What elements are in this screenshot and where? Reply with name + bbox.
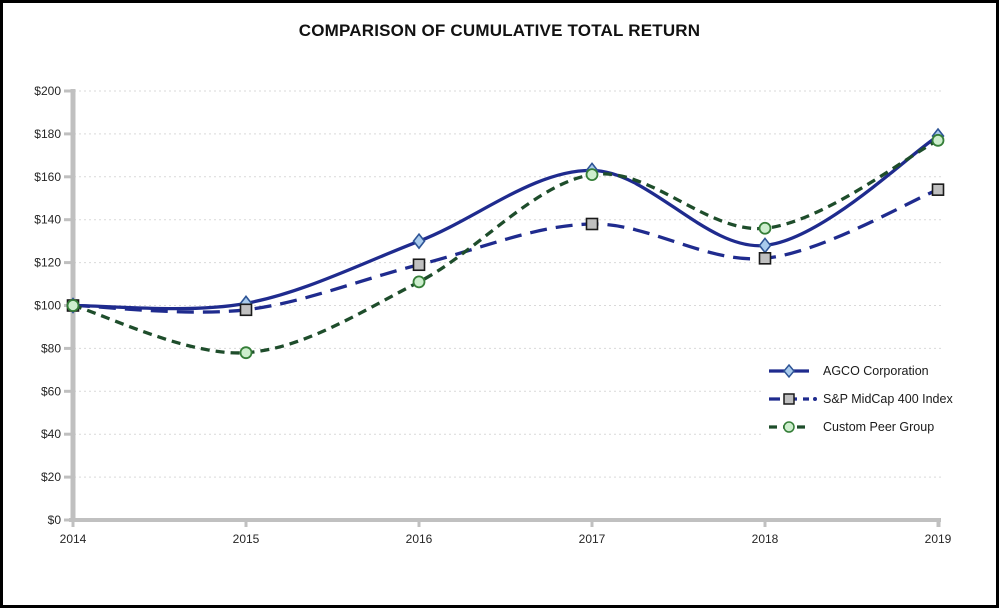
legend-label: Custom Peer Group	[823, 420, 935, 434]
data-point-circle	[931, 133, 945, 147]
data-point-square	[239, 303, 253, 317]
data-point-square	[412, 258, 426, 272]
series-line-square	[72, 188, 939, 314]
y-tick-label: $160	[34, 170, 61, 184]
legend-item: AGCO Corporation	[767, 357, 981, 385]
circle-marker-icon	[783, 421, 795, 433]
y-tick-label: $140	[34, 213, 61, 227]
legend-sample-square	[769, 393, 817, 405]
y-tick-label: $60	[41, 384, 61, 398]
data-point-square	[931, 183, 945, 196]
x-tick-label: 2019	[925, 532, 952, 546]
x-tick-label: 2015	[233, 532, 260, 546]
data-point-circle	[758, 221, 772, 235]
legend-label: S&P MidCap 400 Index	[823, 392, 953, 406]
chart-title: COMPARISON OF CUMULATIVE TOTAL RETURN	[298, 21, 701, 40]
data-point-diamond	[412, 232, 426, 250]
y-tick-label: $0	[48, 513, 62, 527]
data-point-circle	[239, 346, 253, 360]
data-point-diamond	[758, 237, 772, 254]
y-tick-label: $40	[41, 427, 61, 441]
legend-dash-dot	[813, 397, 817, 401]
x-tick-label: 2016	[406, 532, 433, 546]
legend-sample-circle	[769, 421, 809, 433]
legend-label: AGCO Corporation	[823, 364, 929, 378]
plot-area: $0 $20 $40 $60 $80 $100 $120 $140 $160 $180 $200 20…	[34, 84, 952, 546]
legend: AGCO Corporation S&P MidCap 400 Index Cust…	[761, 355, 981, 443]
y-tick-label: $20	[41, 470, 61, 484]
x-tick-label: 2018	[752, 532, 779, 546]
series-line-circle	[72, 138, 939, 355]
y-tick-label: $120	[34, 256, 61, 270]
data-point-square	[758, 252, 772, 265]
series-line-diamond	[72, 134, 939, 311]
data-point-circle	[412, 275, 426, 289]
legend-item: Custom Peer Group	[767, 413, 981, 441]
y-tick-label: $100	[34, 299, 61, 313]
data-point-square	[585, 217, 599, 231]
square-marker-icon	[783, 393, 795, 405]
x-tick-label: 2014	[60, 532, 87, 546]
y-tick-label: $200	[34, 84, 61, 98]
data-point-circle	[66, 299, 80, 312]
y-tick-label: $80	[41, 341, 61, 355]
x-tick-label: 2017	[579, 532, 606, 546]
legend-sample-diamond	[769, 363, 809, 379]
data-point-circle	[585, 168, 599, 182]
diamond-marker-icon	[783, 363, 795, 379]
y-tick-label: $180	[34, 127, 61, 141]
legend-item: S&P MidCap 400 Index	[767, 385, 981, 413]
